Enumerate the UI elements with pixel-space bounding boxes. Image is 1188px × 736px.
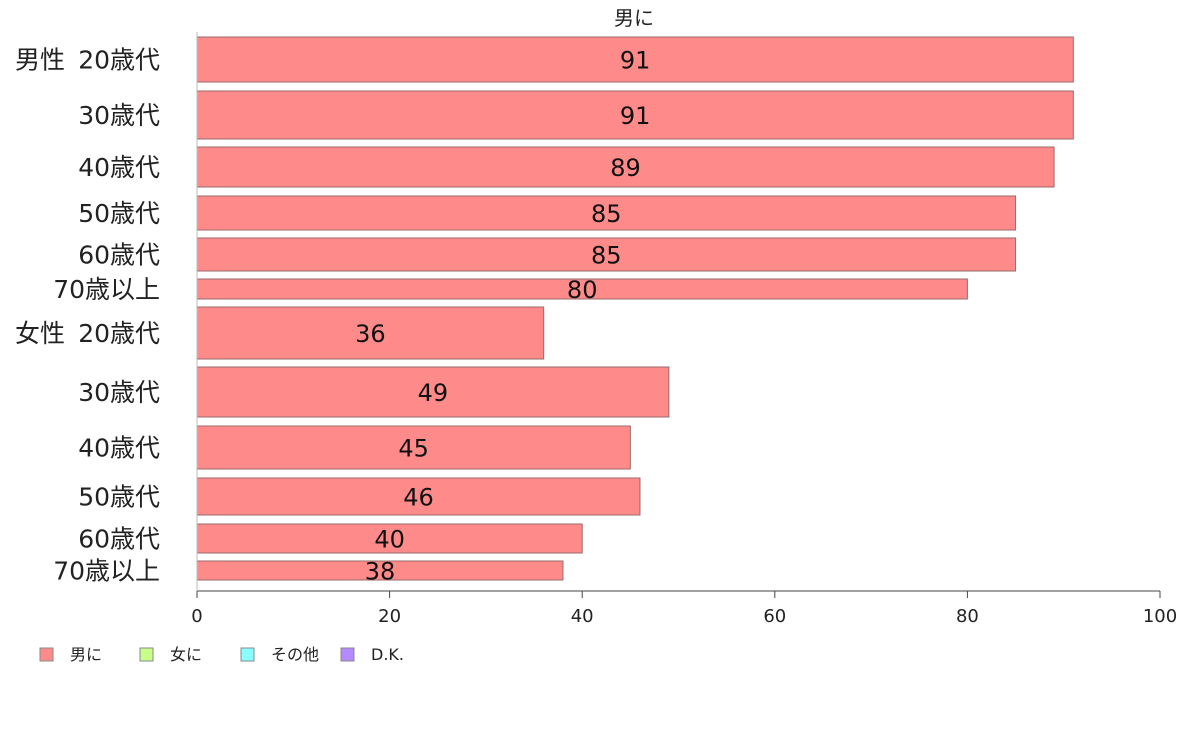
bar-女性-30歳代 xyxy=(196,366,670,418)
x-tick-label: 100 xyxy=(1143,606,1177,627)
bar-女性-20歳代 xyxy=(196,306,545,360)
x-tick-label: 20 xyxy=(378,606,401,627)
legend: 男に 女に その他 D.K. xyxy=(39,645,404,664)
category-label: 40歳代 xyxy=(78,434,160,463)
group-label: 男性 xyxy=(15,46,65,75)
legend-label: その他 xyxy=(271,645,319,664)
x-tick-label: 60 xyxy=(763,606,786,627)
bar-男性-60歳代 xyxy=(196,237,1017,272)
x-tick-label: 40 xyxy=(571,606,594,627)
chart-title: 男に xyxy=(614,6,654,30)
legend-swatch xyxy=(39,647,54,662)
category-label: 50歳代 xyxy=(78,199,160,228)
category-label: 40歳代 xyxy=(78,153,160,182)
category-label: 70歳以上 xyxy=(53,275,160,304)
bar-男性-30歳代 xyxy=(196,90,1074,140)
value-label: 80 xyxy=(567,276,598,304)
group-label: 女性 xyxy=(15,319,65,348)
category-label: 30歳代 xyxy=(78,101,160,130)
value-label: 38 xyxy=(365,558,396,586)
value-label: 91 xyxy=(620,47,651,75)
value-label: 40 xyxy=(374,526,405,554)
category-label: 20歳代 xyxy=(78,46,160,75)
value-label: 85 xyxy=(591,200,622,228)
bar-男性-20歳代 xyxy=(196,36,1074,83)
bar-男性-50歳代 xyxy=(196,195,1017,231)
value-label: 85 xyxy=(591,242,622,270)
category-label: 50歳代 xyxy=(78,483,160,512)
value-label: 36 xyxy=(355,320,386,348)
legend-swatch xyxy=(139,647,154,662)
bar-男性-40歳代 xyxy=(196,146,1055,188)
legend-label: D.K. xyxy=(371,645,404,664)
category-label: 20歳代 xyxy=(78,319,160,348)
legend-swatch xyxy=(340,647,355,662)
legend-label: 男に xyxy=(70,645,102,664)
legend-label: 女に xyxy=(170,645,202,664)
legend-swatch xyxy=(240,647,255,662)
value-label: 89 xyxy=(610,154,641,182)
category-label: 70歳以上 xyxy=(53,557,160,586)
value-label: 49 xyxy=(418,379,449,407)
value-label: 45 xyxy=(398,435,429,463)
x-tick-label: 80 xyxy=(956,606,979,627)
bars-layer: 9120歳代男性9130歳代8940歳代8550歳代8560歳代8070歳以上3… xyxy=(15,36,1074,586)
category-label: 60歳代 xyxy=(78,241,160,270)
category-label: 60歳代 xyxy=(78,525,160,554)
x-axis: 0 20 40 60 80 100 xyxy=(191,32,1177,627)
x-tick-label: 0 xyxy=(191,606,202,627)
value-label: 46 xyxy=(403,484,434,512)
value-label: 91 xyxy=(620,102,651,130)
category-label: 30歳代 xyxy=(78,378,160,407)
